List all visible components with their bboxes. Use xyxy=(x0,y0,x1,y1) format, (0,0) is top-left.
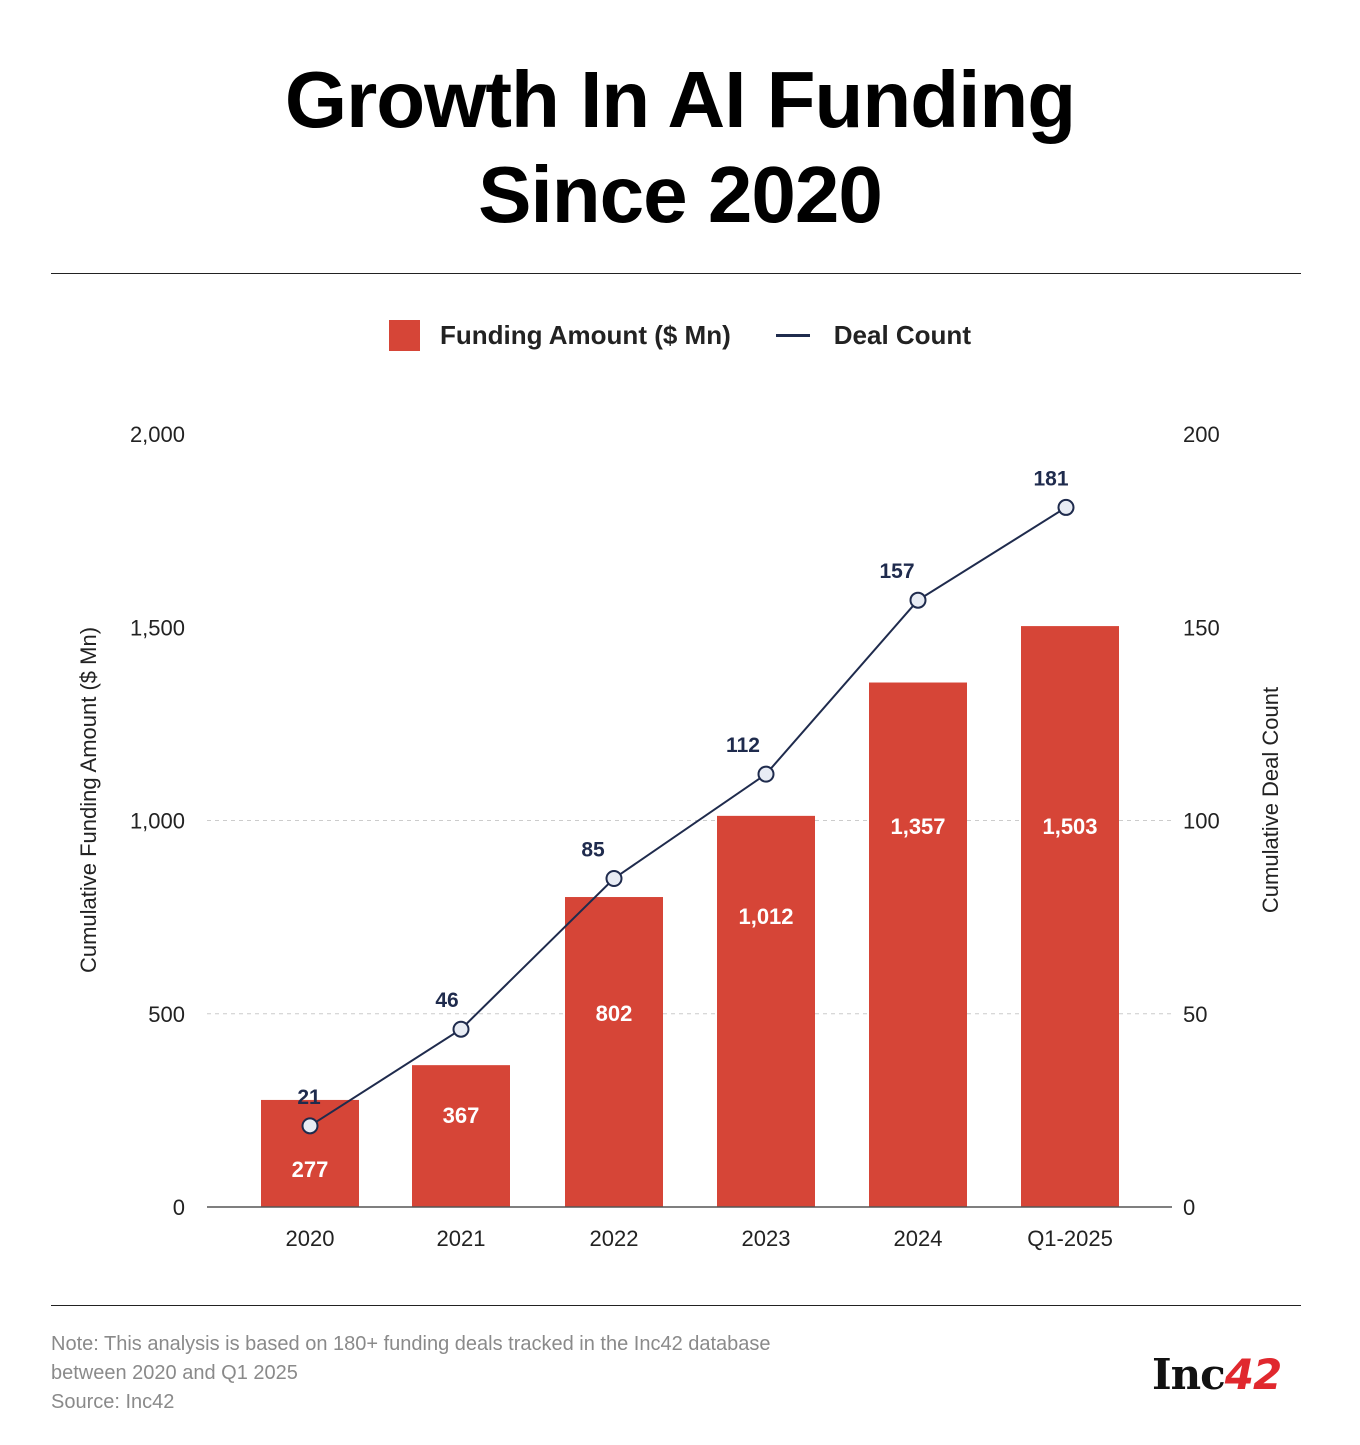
note-line-1: Note: This analysis is based on 180+ fun… xyxy=(51,1333,771,1355)
y-axis-label: Cumulative Funding Amount ($ Mn) xyxy=(76,627,101,973)
y2-tick-label: 100 xyxy=(1183,809,1220,834)
y-tick-label: 2,000 xyxy=(130,422,185,447)
x-tick-label: 2021 xyxy=(437,1226,486,1251)
legend-bar-swatch xyxy=(389,320,420,351)
deal-count-point xyxy=(605,869,623,887)
deal-count-point xyxy=(452,1020,470,1038)
bar xyxy=(1021,626,1119,1207)
bar-value-label: 367 xyxy=(443,1103,480,1128)
x-tick-label: 2024 xyxy=(894,1226,943,1251)
x-tick-label: 2022 xyxy=(590,1226,639,1251)
bar-value-label: 277 xyxy=(292,1157,329,1182)
bar-value-label: 802 xyxy=(596,1001,633,1026)
inc42-logo: Inc42 xyxy=(1152,1350,1282,1399)
title-line-2: Since 2020 xyxy=(478,150,883,239)
top-divider xyxy=(51,273,1301,274)
bar-value-label: 1,012 xyxy=(738,904,793,929)
legend-line-swatch xyxy=(775,334,810,337)
deal-count-point xyxy=(301,1117,319,1135)
bar xyxy=(565,897,663,1207)
deal-count-label: 85 xyxy=(581,838,605,861)
x-tick-label: Q1-2025 xyxy=(1027,1226,1113,1251)
y-tick-label: 500 xyxy=(148,1002,185,1027)
bar-value-label: 1,357 xyxy=(890,814,945,839)
title-line-1: Growth In AI Funding xyxy=(284,55,1076,144)
y2-axis-label: Cumulative Deal Count xyxy=(1258,687,1283,913)
source: Source: Inc42 xyxy=(51,1391,175,1413)
y-tick-label: 1,000 xyxy=(130,809,185,834)
deal-count-line xyxy=(309,506,1067,1127)
chart: 0 0 500 50 1,000 100 1,500 150 2,000 200 Cumulativ… xyxy=(76,422,1283,1251)
x-tick-label: 2023 xyxy=(742,1226,791,1251)
chart-title: Growth In AI Funding Since 2020 xyxy=(0,52,1360,242)
deal-count-label: 46 xyxy=(435,989,458,1012)
y2-tick-label: 150 xyxy=(1183,615,1220,640)
x-tick-label: 2020 xyxy=(286,1226,335,1251)
deal-count-label: 157 xyxy=(879,560,914,583)
note-line-2: between 2020 and Q1 2025 xyxy=(51,1362,298,1384)
deal-count-point xyxy=(909,591,927,609)
y2-tick-label: 0 xyxy=(1183,1195,1195,1220)
y-tick-label: 0 xyxy=(173,1195,185,1220)
bottom-divider xyxy=(51,1305,1301,1306)
deal-count-point xyxy=(757,765,775,783)
deal-count-label: 112 xyxy=(726,734,760,757)
y-tick-label: 1,500 xyxy=(130,615,185,640)
deal-count-label: 181 xyxy=(1033,467,1068,490)
y2-tick-label: 200 xyxy=(1183,422,1220,447)
footnote: Note: This analysis is based on 180+ fun… xyxy=(51,1330,771,1417)
legend: Funding Amount ($ Mn) Deal Count xyxy=(0,320,1360,351)
bar xyxy=(261,1099,359,1207)
bar xyxy=(717,815,815,1207)
legend-bar-label: Funding Amount ($ Mn) xyxy=(440,320,731,350)
bar-value-label: 1,503 xyxy=(1042,814,1097,839)
legend-line-label: Deal Count xyxy=(833,320,971,350)
bar xyxy=(869,682,967,1207)
deal-count-point xyxy=(1057,498,1075,516)
bar xyxy=(412,1065,510,1207)
deal-count-label: 21 xyxy=(297,1086,321,1109)
y2-tick-label: 50 xyxy=(1183,1002,1207,1027)
